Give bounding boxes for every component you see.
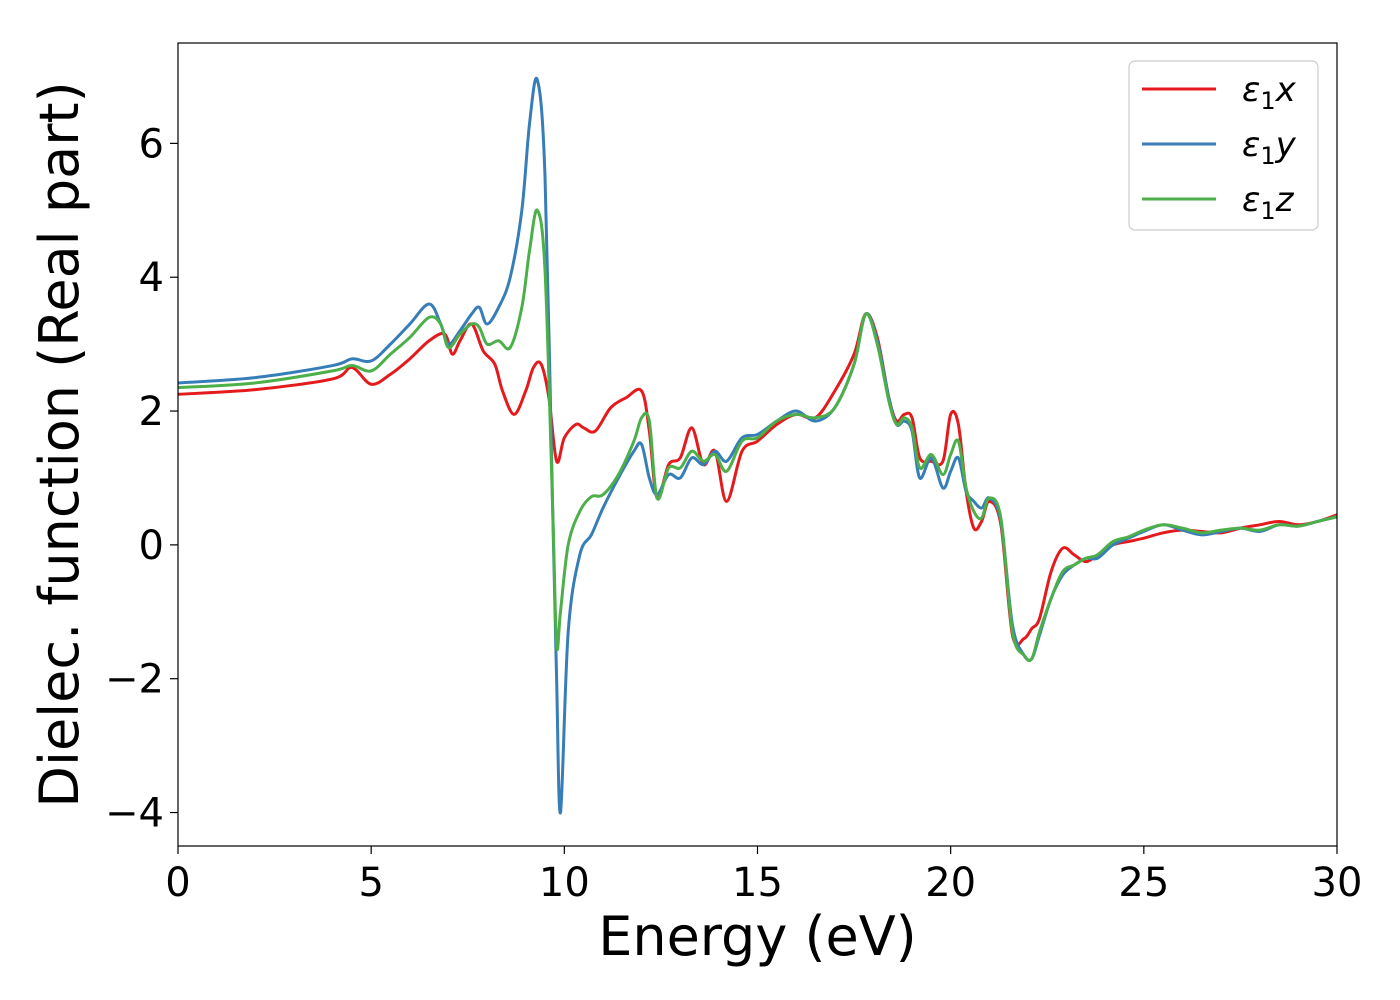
x-tick-label: 30: [1312, 860, 1363, 906]
x-tick-label: 15: [732, 860, 783, 906]
y-axis-ticks: −4 −2 0 2 4 6: [105, 121, 178, 837]
y-tick-label: 2: [139, 389, 164, 435]
series-line-z: [178, 208, 1337, 662]
legend-label-x: ε1x: [1242, 70, 1297, 115]
y-tick-label: 6: [139, 121, 164, 167]
legend-box: [1128, 60, 1319, 231]
legend-label-y: ε1y: [1242, 125, 1297, 170]
series-line-x: [178, 312, 1337, 647]
x-axis-ticks: 0 5 10 15 20 25 30: [165, 846, 1362, 906]
y-tick-label: −2: [105, 657, 164, 703]
y-tick-label: 4: [139, 255, 164, 301]
legend: ε1x ε1y ε1z: [1128, 60, 1319, 231]
series-layer: [178, 76, 1337, 815]
y-tick-label: −4: [105, 791, 164, 837]
x-tick-label: 0: [165, 860, 190, 906]
y-tick-label: 0: [139, 523, 164, 569]
y-axis-label: Dielec. function (Real part): [28, 81, 91, 807]
x-tick-label: 25: [1118, 860, 1169, 906]
x-tick-label: 20: [925, 860, 976, 906]
x-tick-label: 10: [539, 860, 590, 906]
legend-label-z: ε1z: [1242, 180, 1295, 225]
x-tick-label: 5: [358, 860, 383, 906]
x-axis-label: Energy (eV): [598, 905, 917, 968]
